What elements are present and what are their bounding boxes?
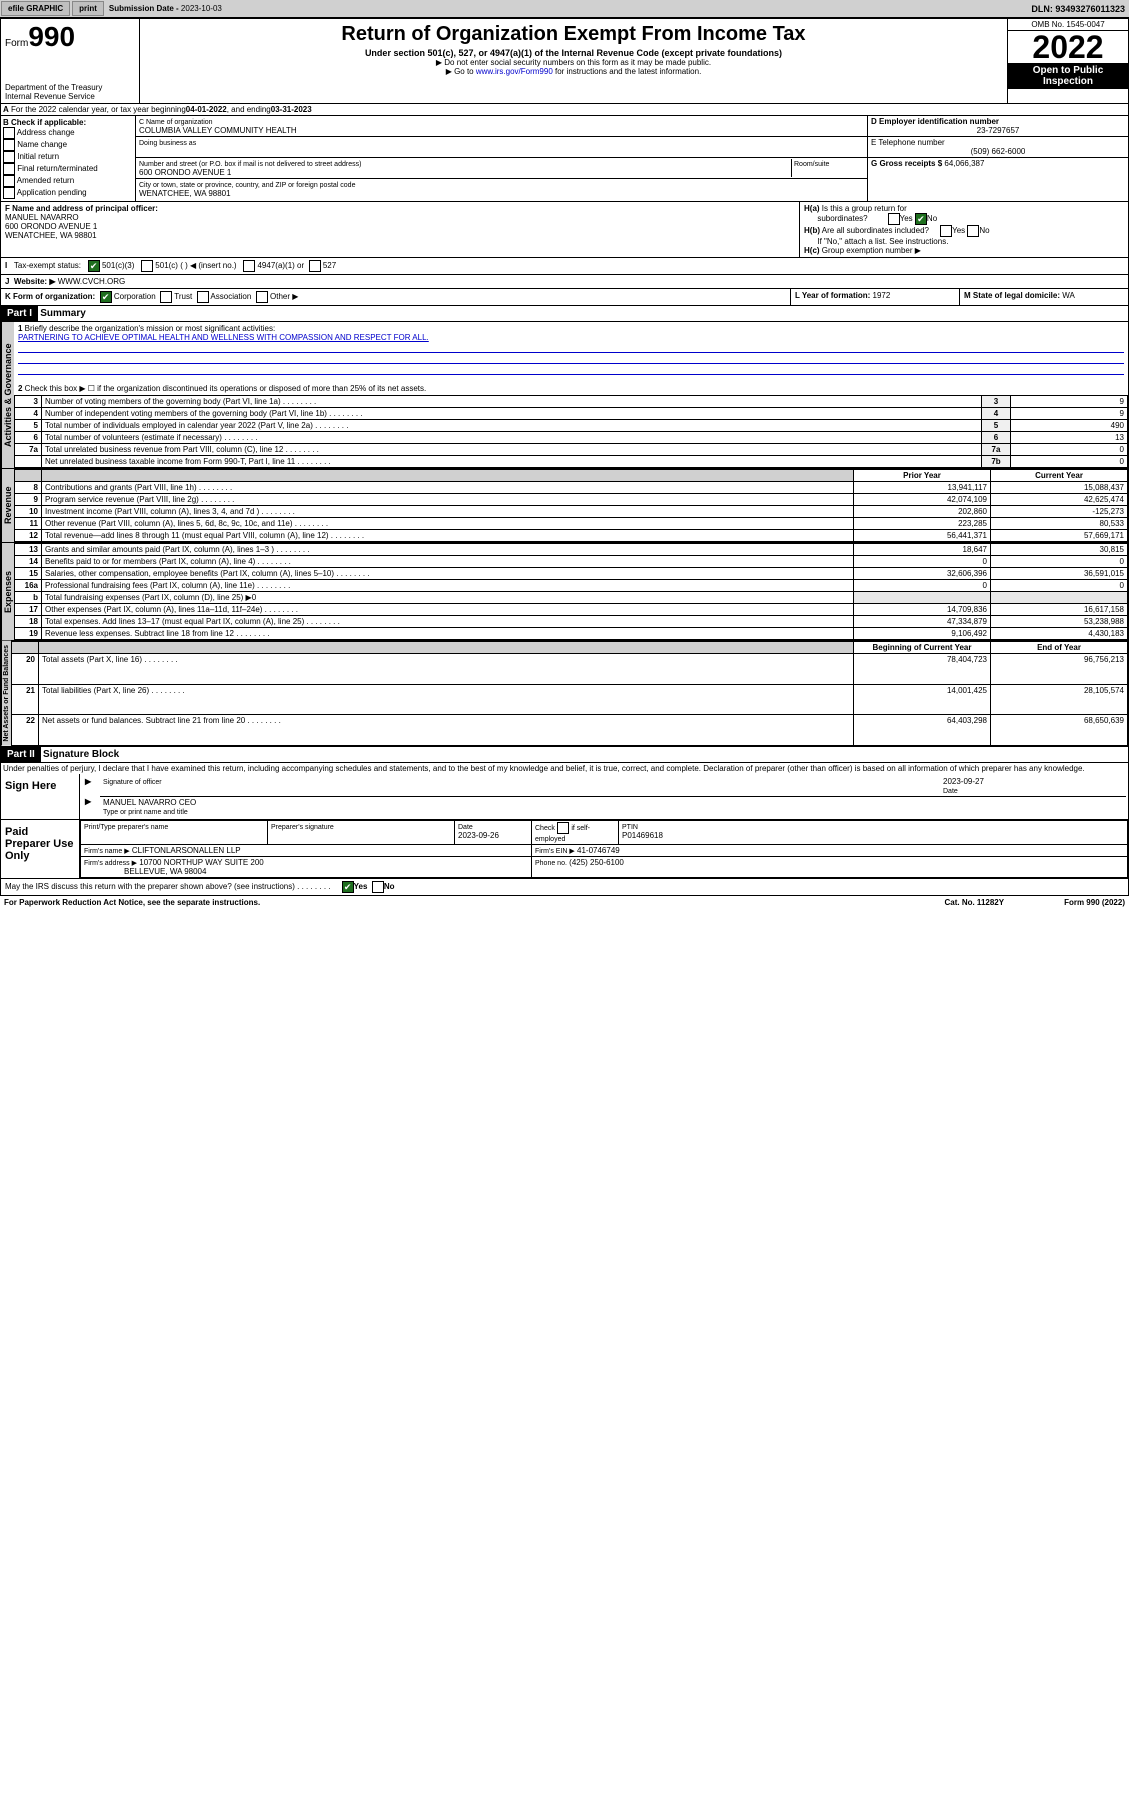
netassets-section: Net Assets or Fund Balances Beginning of… [0,641,1129,747]
ssn-note: ▶ Do not enter social security numbers o… [142,58,1005,67]
tab-net-assets: Net Assets or Fund Balances [1,641,11,746]
section-i: I Tax-exempt status: ✔ 501(c)(3) 501(c) … [0,258,1129,275]
section-j: J Website: ▶ WWW.CVCH.ORG [0,275,1129,289]
section-c: C Name of organizationCOLUMBIA VALLEY CO… [136,116,867,201]
part-ii-header: Part II Signature Block [0,747,1129,763]
submission-date-label: Submission Date - 2023-10-03 [105,4,226,13]
sign-here-block: Sign Here ▶ Signature of officer 2023-09… [0,774,1129,896]
row-a: A For the 2022 calendar year, or tax yea… [0,104,1129,116]
tab-revenue: Revenue [1,469,14,542]
expenses-section: Expenses 13Grants and similar amounts pa… [0,543,1129,641]
inspection-badge: Open to PublicInspection [1008,63,1128,89]
mission-text: PARTNERING TO ACHIEVE OPTIMAL HEALTH AND… [18,333,429,342]
perjury-declaration: Under penalties of perjury, I declare th… [0,763,1129,774]
tab-expenses: Expenses [1,543,14,640]
section-fh: F Name and address of principal officer:… [0,202,1129,258]
revenue-section: Revenue Prior YearCurrent Year8Contribut… [0,469,1129,543]
part-i-header: Part I Summary [0,306,1129,322]
efile-label: efile GRAPHIC [1,1,70,16]
section-b: B Check if applicable: Address change Na… [1,116,136,201]
block-bcdefg: B Check if applicable: Address change Na… [0,116,1129,202]
footer: For Paperwork Reduction Act Notice, see … [0,896,1129,909]
irs-label: Internal Revenue Service [5,92,135,101]
discuss-row: May the IRS discuss this return with the… [1,879,1128,895]
dept-label: Department of the Treasury [5,83,135,92]
governance-table: 3Number of voting members of the governi… [14,395,1128,468]
goto-note: ▶ Go to www.irs.gov/Form990 for instruct… [142,67,1005,76]
dln-value: DLN: 93493276011323 [1031,4,1129,14]
print-button[interactable]: print [72,1,104,16]
form-subtitle: Under section 501(c), 527, or 4947(a)(1)… [142,48,1005,58]
tax-year: 2022 [1008,31,1128,63]
form-header: Form990 Department of the Treasury Inter… [0,18,1129,104]
section-klm: K Form of organization: ✔ Corporation Tr… [0,289,1129,306]
top-toolbar: efile GRAPHIC print Submission Date - 20… [0,0,1129,18]
section-deg: D Employer identification number23-72976… [867,116,1128,201]
part-i-body: Activities & Governance 1 Briefly descri… [0,322,1129,469]
form-title: Return of Organization Exempt From Incom… [142,23,1005,46]
tab-activities-governance: Activities & Governance [1,322,14,468]
irs-link[interactable]: www.irs.gov/Form990 [476,67,553,76]
